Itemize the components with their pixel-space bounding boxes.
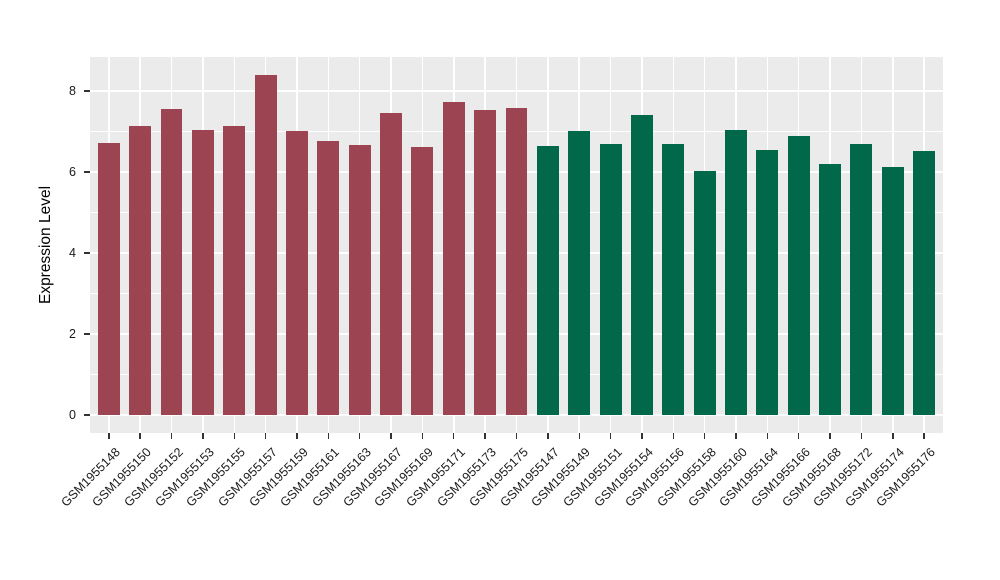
x-tick-mark	[892, 433, 894, 439]
x-tick-mark	[798, 433, 800, 439]
x-tick-mark	[829, 433, 831, 439]
bar-GSM1955152	[160, 109, 183, 415]
bar-GSM1955175	[505, 107, 528, 415]
y-tick-label: 2	[69, 327, 76, 341]
bar-GSM1955159	[286, 130, 308, 415]
x-tick-mark	[672, 433, 674, 439]
y-tick-label: 4	[69, 246, 76, 260]
y-tick-label: 8	[69, 84, 76, 98]
x-tick-mark	[515, 433, 518, 439]
bar-GSM1955161	[317, 141, 340, 415]
x-tick-mark	[108, 433, 110, 439]
bar-GSM1955168	[819, 163, 842, 415]
bar-GSM1955157	[254, 74, 277, 415]
y-tick-label: 0	[69, 408, 76, 422]
major-gridline	[90, 414, 943, 416]
x-tick-mark	[609, 433, 612, 439]
x-tick-mark	[578, 433, 580, 439]
bar-GSM1955172	[850, 144, 873, 415]
x-axis: GSM1955148 GSM1955150 GSM1955152 GSM1955153…	[58, 433, 943, 573]
x-tick-mark	[233, 433, 235, 439]
bar-GSM1955154	[630, 115, 653, 415]
bar-GSM1955166	[787, 135, 810, 415]
bar-GSM1955147	[536, 146, 559, 415]
bar-GSM1955155	[223, 126, 246, 415]
y-tick-mark	[84, 414, 90, 416]
x-tick-mark	[641, 433, 643, 439]
bar-GSM1955176	[913, 150, 936, 415]
x-tick-mark	[358, 433, 361, 439]
bar-GSM1955153	[191, 129, 214, 415]
y-tick-mark	[84, 252, 90, 254]
y-tick-label: 6	[69, 165, 76, 179]
x-tick-mark	[170, 433, 173, 439]
bar-GSM1955160	[725, 130, 747, 415]
x-tick-mark	[202, 433, 204, 439]
bar-GSM1955171	[442, 102, 465, 415]
bar-GSM1955158	[693, 171, 716, 415]
bar-GSM1955167	[380, 113, 403, 415]
x-tick-mark	[264, 433, 267, 439]
x-tick-mark	[923, 433, 925, 439]
bar-GSM1955156	[662, 144, 685, 415]
bar-GSM1955151	[599, 143, 622, 415]
x-tick-mark	[421, 433, 424, 439]
major-gridline	[90, 90, 943, 92]
bar-GSM1955174	[881, 166, 904, 415]
bar-GSM1955169	[411, 146, 434, 415]
y-tick-mark	[84, 90, 90, 92]
x-tick-mark	[766, 433, 769, 439]
x-tick-mark	[735, 433, 737, 439]
x-tick-mark	[453, 433, 455, 439]
x-tick-mark	[327, 433, 330, 439]
y-tick-mark	[84, 171, 90, 173]
x-tick-mark	[296, 433, 298, 439]
x-tick-mark	[390, 433, 392, 439]
bar-GSM1955148	[97, 142, 120, 415]
x-tick-mark	[547, 433, 549, 439]
x-tick-mark	[703, 433, 706, 439]
y-tick-mark	[84, 333, 90, 335]
x-tick-mark	[484, 433, 486, 439]
bar-GSM1955149	[568, 130, 591, 415]
bar-GSM1955173	[474, 110, 497, 415]
y-axis: 0 2 4 6 8	[0, 57, 90, 433]
x-tick-mark	[139, 433, 141, 439]
x-tick-mark	[860, 433, 863, 439]
bar-GSM1955150	[129, 125, 152, 415]
bar-GSM1955164	[756, 149, 779, 415]
plot-panel	[90, 57, 943, 433]
bar-GSM1955163	[348, 145, 371, 415]
